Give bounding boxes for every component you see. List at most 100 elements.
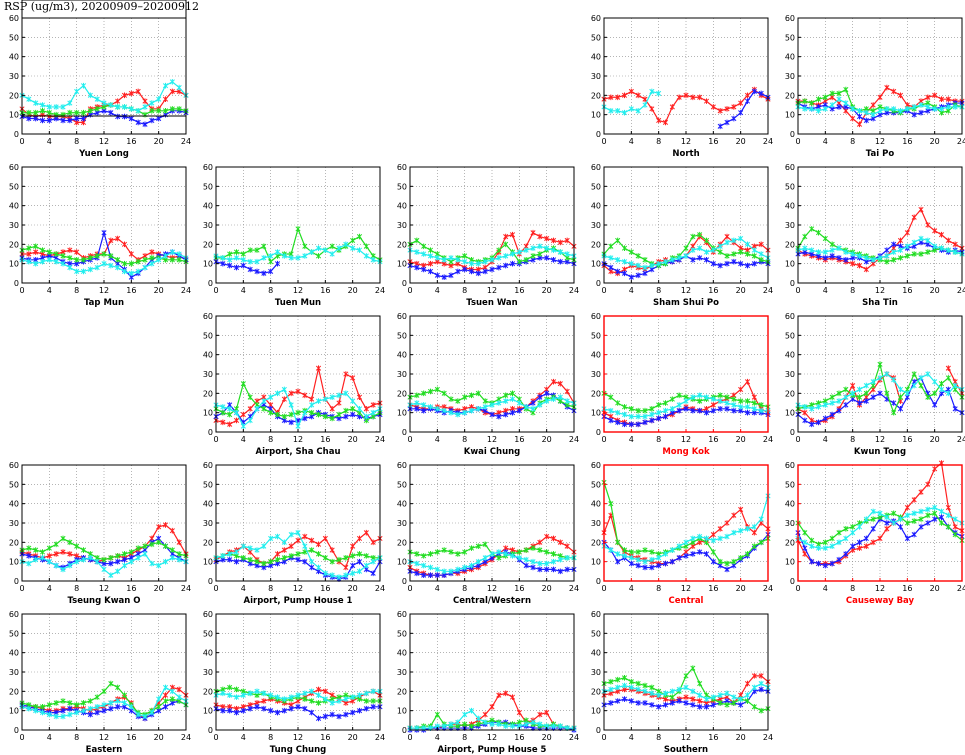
- station-name: Tap Mun: [84, 298, 124, 308]
- y-tick-label: 20: [591, 687, 601, 696]
- data-point: [329, 251, 335, 257]
- data-point: [135, 119, 141, 126]
- data-point: [60, 707, 66, 714]
- x-tick-label: 0: [795, 137, 800, 146]
- data-point: [247, 545, 253, 551]
- data-point: [850, 260, 856, 267]
- data-point: [615, 409, 621, 416]
- data-point: [642, 547, 648, 553]
- x-tick-label: 0: [601, 584, 606, 593]
- data-point: [475, 721, 481, 727]
- data-point: [156, 108, 162, 114]
- data-point: [363, 406, 369, 412]
- data-point: [557, 239, 563, 246]
- x-tick-label: 12: [99, 584, 109, 593]
- x-tick-label: 8: [74, 137, 79, 146]
- data-point: [911, 510, 917, 517]
- data-point: [676, 407, 682, 414]
- data-point: [945, 365, 951, 371]
- data-point: [434, 572, 440, 578]
- data-point: [67, 551, 73, 557]
- data-point: [227, 684, 233, 691]
- data-point: [843, 249, 849, 255]
- data-point: [642, 419, 648, 426]
- data-point: [669, 257, 675, 263]
- x-tick-label: -48: [56, 0, 69, 2]
- y-tick-label: 0: [14, 577, 19, 586]
- data-point: [60, 713, 66, 720]
- data-point: [343, 555, 349, 561]
- station-name: Southern: [664, 745, 708, 755]
- data-point: [274, 390, 281, 397]
- x-tick-label: 4: [47, 286, 52, 295]
- data-point: [67, 264, 73, 271]
- data-point: [302, 533, 308, 540]
- data-point: [26, 115, 32, 122]
- data-point: [329, 394, 335, 400]
- data-point: [240, 692, 246, 698]
- data-point: [94, 704, 100, 710]
- data-point: [608, 108, 614, 114]
- data-point: [142, 713, 148, 720]
- data-point: [891, 241, 897, 248]
- data-point: [710, 407, 716, 414]
- x-tick-label: 24: [763, 435, 773, 444]
- data-point: [434, 406, 440, 412]
- data-point: [669, 558, 675, 565]
- data-point: [697, 704, 703, 710]
- data-point: [261, 243, 267, 250]
- data-point: [421, 390, 427, 397]
- data-point: [870, 526, 876, 532]
- data-point: [156, 257, 162, 263]
- data-point: [295, 692, 301, 698]
- data-point: [843, 394, 849, 400]
- data-point: [925, 394, 931, 400]
- data-point: [628, 678, 634, 685]
- y-tick-label: 20: [9, 538, 19, 547]
- data-point: [710, 558, 716, 565]
- data-point: [414, 551, 420, 557]
- data-point: [149, 541, 155, 548]
- data-point: [550, 535, 557, 542]
- data-point: [309, 558, 315, 565]
- data-point: [635, 549, 641, 555]
- data-point: [932, 510, 938, 517]
- x-tick-label: 0: [142, 0, 147, 2]
- data-point: [233, 709, 240, 716]
- y-tick-label: 40: [9, 202, 19, 211]
- y-tick-label: 30: [785, 370, 795, 379]
- data-point: [220, 409, 226, 416]
- x-tick-label: 12: [293, 733, 303, 742]
- data-point: [843, 551, 849, 557]
- y-tick-label: 10: [9, 707, 19, 716]
- x-tick-label: 16: [708, 286, 718, 295]
- data-point: [281, 386, 287, 393]
- data-point: [350, 237, 356, 244]
- data-point: [649, 690, 655, 697]
- data-point: [115, 684, 121, 691]
- data-point: [329, 547, 335, 553]
- data-point: [503, 551, 509, 557]
- x-tick-label: 20: [542, 286, 552, 295]
- data-point: [468, 407, 475, 414]
- data-point: [530, 406, 536, 412]
- data-point: [717, 692, 723, 698]
- data-point: [938, 520, 945, 526]
- data-point: [115, 104, 121, 110]
- data-point: [80, 268, 87, 275]
- data-point: [441, 257, 447, 263]
- data-point: [227, 551, 233, 557]
- x-tick-label: 20: [542, 733, 552, 742]
- data-point: [952, 249, 958, 255]
- x-tick-label: 16: [126, 137, 136, 146]
- data-point: [642, 257, 648, 263]
- y-tick-label: 50: [591, 182, 601, 191]
- y-tick-label: 50: [591, 331, 601, 340]
- data-point: [850, 251, 856, 257]
- data-point: [809, 543, 815, 549]
- data-point: [530, 245, 536, 251]
- data-point: [744, 698, 751, 704]
- data-point: [176, 694, 182, 700]
